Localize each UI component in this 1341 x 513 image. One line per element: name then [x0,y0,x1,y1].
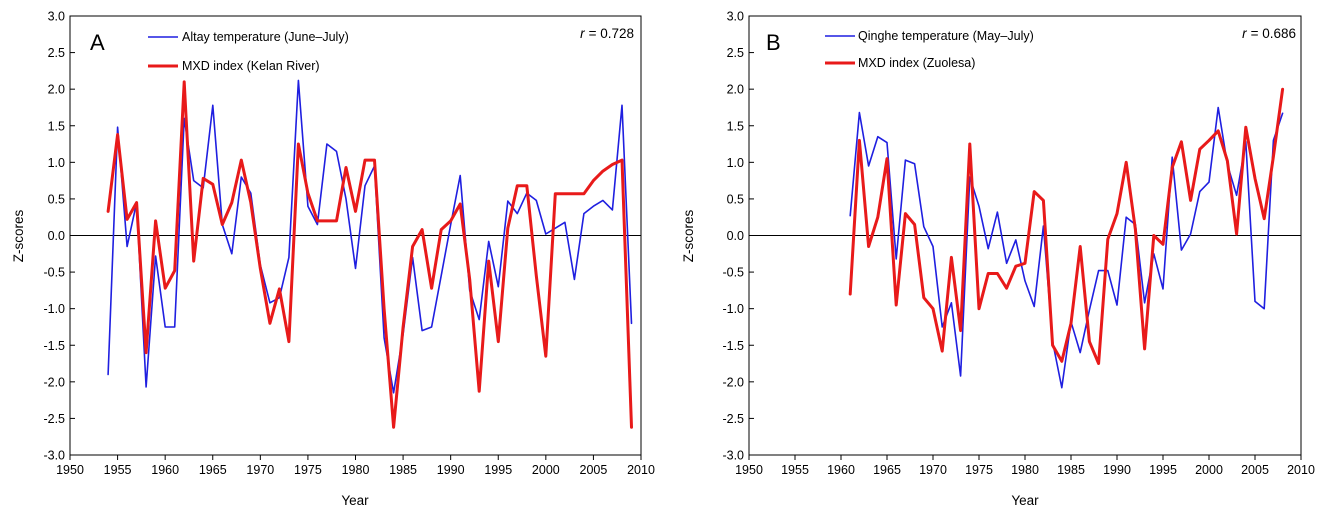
panel-b-xtick-label: 2000 [1195,463,1223,477]
panel-a-legend-label-0: Altay temperature (June–July) [182,30,349,44]
panel-a-ytick-label: -2.0 [43,375,65,389]
panel-b-xtick-label: 1995 [1149,463,1177,477]
panel-b-xtick-label: 2005 [1241,463,1269,477]
panel-b-ytick-label: 1.5 [727,119,744,133]
panel-a-xtick-label: 1970 [246,463,274,477]
panel-b-ytick-label: 0.0 [727,229,744,243]
panel-b-xtick-label: 1985 [1057,463,1085,477]
panel-a-ytick-label: 2.5 [48,46,65,60]
panel-a-legend: Altay temperature (June–July) MXD index … [148,30,349,73]
panel-a-letter: A [90,30,105,55]
panel-b-ytick-label: 2.0 [727,83,744,97]
panel-a-xtick-label: 2010 [627,463,655,477]
panel-a-xtick-label: 1990 [437,463,465,477]
panel-b-legend: Qinghe temperature (May–July) MXD index … [825,29,1034,70]
panel-a-ytick-label: 0.5 [48,192,65,206]
panel-a-xtick-label: 1950 [56,463,84,477]
panel-a-series-line-temperature [107,79,633,394]
panel-a-yticks: 3.0 2.5 2.0 1.5 1.0 0.5 0.0 -0.5 -1.0 -1.5 -2.0 -2.… [43,10,75,463]
panel-a-ytick-label: 2.0 [48,83,65,97]
panel-a-ytick-label: -1.5 [43,339,65,353]
panel-b-xtick-label: 2010 [1287,463,1315,477]
panel-b-yticks: 3.0 2.5 2.0 1.5 1.0 0.5 0.0 -0.5 -1.0 -1.5 -2.0 -2.… [722,10,754,463]
panel-b-series-line-temperature [849,106,1284,389]
panel-a-ytick-label: -0.5 [43,266,65,280]
panel-a-xtick-label: 1960 [151,463,179,477]
panel-b-ytick-label: -2.0 [722,375,744,389]
panel-b-series-line-mxd [848,87,1285,365]
panel-b-xtick-label: 1990 [1103,463,1131,477]
panel-b-xticks: 1950 1955 1960 1965 1970 1975 1980 1985 1990 1995… [735,455,1315,477]
panel-b-ylabel: Z-scores [681,210,696,263]
panel-a-xtick-label: 1955 [104,463,132,477]
panel-b-series [848,87,1285,389]
panel-a-xtick-label: 1975 [294,463,322,477]
panel-b-correlation: r = 0.686 [1242,26,1296,41]
panel-b-ytick-label: -3.0 [722,449,744,463]
panel-b-legend-label-0: Qinghe temperature (May–July) [858,29,1034,43]
panel-a-ytick-label: 3.0 [48,10,65,24]
panel-b-ytick-label: 3.0 [727,10,744,24]
panel-a-chart: 3.0 2.5 2.0 1.5 1.0 0.5 0.0 -0.5 -1.0 -1.5 -2.0 -2.… [11,10,655,509]
panel-a-xlabel: Year [341,493,369,508]
panel-b-letter: B [766,30,781,55]
panel-b-ytick-label: -1.0 [722,302,744,316]
panel-a-ytick-label: -1.0 [43,302,65,316]
panel-b-legend-label-1: MXD index (Zuolesa) [858,56,975,70]
panel-b-xtick-label: 1960 [827,463,855,477]
panel-b-r-symbol: r [1242,26,1247,41]
panel-b-ytick-label: -1.5 [722,339,744,353]
panel-a-ytick-label: 1.0 [48,156,65,170]
panel-b-xtick-label: 1955 [781,463,809,477]
panel-b-xtick-label: 1970 [919,463,947,477]
panel-a-r-value: = 0.728 [589,26,634,41]
panel-b-xtick-label: 1965 [873,463,901,477]
panel-a-ylabel: Z-scores [11,210,26,263]
panel-a-ytick-label: -3.0 [43,449,65,463]
panel-a-xtick-label: 1985 [389,463,417,477]
panel-b-xtick-label: 1975 [965,463,993,477]
panel-b-ytick-label: -2.5 [722,412,744,426]
panel-b-chart: 3.0 2.5 2.0 1.5 1.0 0.5 0.0 -0.5 -1.0 -1.5 -2.0 -2.… [681,10,1315,509]
panel-a-r-symbol: r [580,26,585,41]
panel-a-series [106,79,633,429]
panel-b-ytick-label: 2.5 [727,46,744,60]
panel-a-xtick-label: 1980 [342,463,370,477]
panel-a-correlation: r = 0.728 [580,26,634,41]
panel-a-xticks: 1950 1955 1960 1965 1970 1975 1980 1985 1990 1995… [56,455,655,477]
panel-a-ytick-label: -2.5 [43,412,65,426]
panel-b-ytick-label: 1.0 [727,156,744,170]
panel-a-xtick-label: 2005 [580,463,608,477]
panel-b-ytick-label: 0.5 [727,192,744,206]
panel-a-ytick-label: 1.5 [48,119,65,133]
panel-b-xtick-label: 1980 [1011,463,1039,477]
panel-a-series-line-mxd [106,80,633,429]
panel-a-xtick-label: 1965 [199,463,227,477]
panel-b-r-value: = 0.686 [1251,26,1296,41]
panel-b-ytick-label: -0.5 [722,266,744,280]
panel-b-xtick-label: 1950 [735,463,763,477]
panel-b-xlabel: Year [1011,493,1039,508]
panel-a-xtick-label: 1995 [484,463,512,477]
panel-a-legend-label-1: MXD index (Kelan River) [182,59,320,73]
panel-a-xtick-label: 2000 [532,463,560,477]
panel-a-ytick-label: 0.0 [48,229,65,243]
